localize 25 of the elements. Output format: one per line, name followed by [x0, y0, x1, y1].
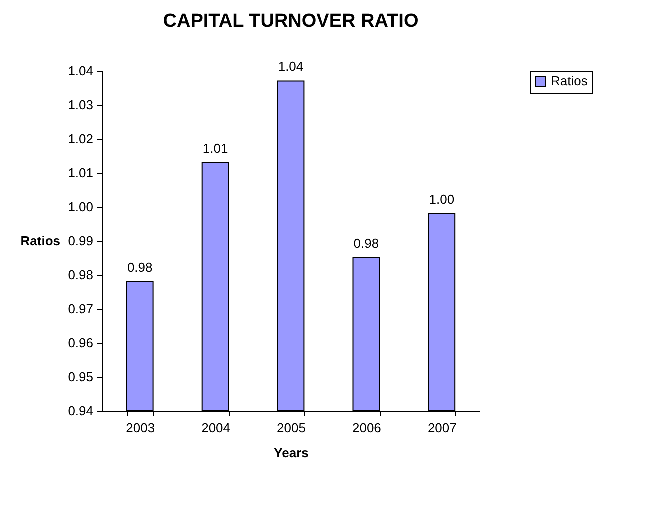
y-tick-label: 0.94 [68, 404, 94, 418]
x-axis-title: Years [274, 446, 309, 460]
y-tick-label: 0.98 [68, 268, 94, 282]
y-axis-title: Ratios [20, 234, 60, 248]
y-tick-label: 1.00 [68, 200, 94, 214]
x-tick-label: 2006 [352, 420, 382, 436]
y-tick-label: 1.03 [68, 98, 94, 112]
y-tick-label: 0.97 [68, 302, 94, 316]
x-tick-label: 2007 [428, 420, 457, 436]
y-tick-label: 0.96 [68, 336, 94, 350]
y-tick-label: 1.04 [68, 64, 94, 78]
x-tick-label: 2003 [126, 420, 156, 436]
text: 0.98 [127, 260, 153, 275]
y-tick-label: 1.01 [68, 166, 94, 180]
y-tick-label: 0.99 [68, 234, 94, 248]
text: 1.01 [202, 140, 228, 156]
x-tick-label: 2005 [277, 420, 306, 436]
y-tick-label: 0.95 [68, 370, 94, 384]
text: 1.00 [429, 192, 455, 207]
chart-title: CAPITAL TURNOVER RATIO [163, 11, 419, 32]
y-tick-label: 1.02 [68, 132, 94, 146]
text: 1.04 [278, 59, 304, 74]
x-tick-label: 2004 [202, 420, 231, 436]
text: 0.98 [354, 236, 380, 251]
legend-label: Ratios [551, 74, 588, 88]
